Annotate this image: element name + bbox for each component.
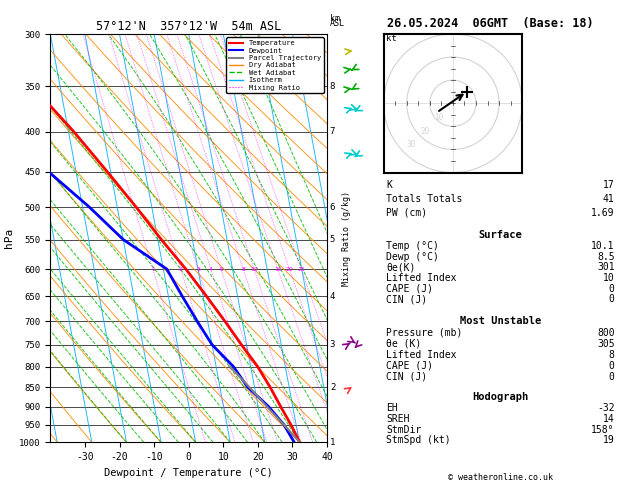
Text: 5: 5 <box>330 235 335 244</box>
Text: 0: 0 <box>609 295 615 304</box>
Text: 41: 41 <box>603 194 615 204</box>
Text: 0: 0 <box>609 361 615 371</box>
Text: 4: 4 <box>209 266 213 272</box>
Text: Most Unstable: Most Unstable <box>460 316 541 326</box>
Text: 8: 8 <box>609 350 615 360</box>
Text: Temp (°C): Temp (°C) <box>386 241 439 251</box>
Text: 25: 25 <box>298 266 306 272</box>
Text: 20: 20 <box>421 126 430 136</box>
Text: 4: 4 <box>330 292 335 301</box>
Text: 7: 7 <box>330 127 335 136</box>
Text: K: K <box>386 180 392 191</box>
Text: 3: 3 <box>330 340 335 349</box>
Text: Lifted Index: Lifted Index <box>386 273 457 283</box>
Text: © weatheronline.co.uk: © weatheronline.co.uk <box>448 473 552 482</box>
Text: 8: 8 <box>242 266 245 272</box>
Text: CAPE (J): CAPE (J) <box>386 361 433 371</box>
Text: 305: 305 <box>597 339 615 349</box>
Text: StmDir: StmDir <box>386 425 421 434</box>
Text: 301: 301 <box>597 262 615 272</box>
Text: CIN (J): CIN (J) <box>386 295 427 304</box>
Text: Surface: Surface <box>479 230 522 240</box>
Text: 30: 30 <box>406 140 416 149</box>
Text: Hodograph: Hodograph <box>472 392 528 402</box>
Text: 19: 19 <box>603 435 615 445</box>
Text: Totals Totals: Totals Totals <box>386 194 462 204</box>
Text: 2: 2 <box>179 266 183 272</box>
Text: 17: 17 <box>603 180 615 191</box>
Text: 16: 16 <box>274 266 282 272</box>
Text: CIN (J): CIN (J) <box>386 372 427 382</box>
Text: StmSpd (kt): StmSpd (kt) <box>386 435 451 445</box>
Text: Pressure (mb): Pressure (mb) <box>386 328 462 338</box>
Text: km: km <box>330 14 340 22</box>
Text: 800: 800 <box>597 328 615 338</box>
Text: 0: 0 <box>609 284 615 294</box>
Text: SREH: SREH <box>386 414 409 424</box>
Text: 10: 10 <box>603 273 615 283</box>
Text: -32: -32 <box>597 403 615 413</box>
Text: CAPE (J): CAPE (J) <box>386 284 433 294</box>
Text: 8.5: 8.5 <box>597 252 615 261</box>
Text: 2: 2 <box>330 382 335 392</box>
Text: 1.69: 1.69 <box>591 208 615 218</box>
Text: 10.1: 10.1 <box>591 241 615 251</box>
Text: 1: 1 <box>151 266 155 272</box>
Text: ASL: ASL <box>330 19 345 28</box>
Text: Dewp (°C): Dewp (°C) <box>386 252 439 261</box>
Text: θe (K): θe (K) <box>386 339 421 349</box>
Text: 6: 6 <box>330 203 335 212</box>
Text: Lifted Index: Lifted Index <box>386 350 457 360</box>
Text: 26.05.2024  06GMT  (Base: 18): 26.05.2024 06GMT (Base: 18) <box>387 17 594 30</box>
Y-axis label: hPa: hPa <box>4 228 14 248</box>
Text: 1: 1 <box>330 438 335 447</box>
Text: 0: 0 <box>609 372 615 382</box>
X-axis label: Dewpoint / Temperature (°C): Dewpoint / Temperature (°C) <box>104 468 273 478</box>
Text: 10: 10 <box>435 113 443 122</box>
Text: 3: 3 <box>196 266 200 272</box>
Text: θe(K): θe(K) <box>386 262 416 272</box>
Title: 57°12'N  357°12'W  54m ASL: 57°12'N 357°12'W 54m ASL <box>96 20 281 33</box>
Text: 5: 5 <box>220 266 223 272</box>
Text: 14: 14 <box>603 414 615 424</box>
Text: EH: EH <box>386 403 398 413</box>
Text: 8: 8 <box>330 82 335 91</box>
Legend: Temperature, Dewpoint, Parcel Trajectory, Dry Adiabat, Wet Adiabat, Isotherm, Mi: Temperature, Dewpoint, Parcel Trajectory… <box>226 37 323 93</box>
Text: PW (cm): PW (cm) <box>386 208 427 218</box>
Text: 20: 20 <box>286 266 294 272</box>
Text: Mixing Ratio (g/kg): Mixing Ratio (g/kg) <box>342 191 352 286</box>
Text: 10: 10 <box>250 266 258 272</box>
Text: kt: kt <box>386 34 397 43</box>
Text: 158°: 158° <box>591 425 615 434</box>
